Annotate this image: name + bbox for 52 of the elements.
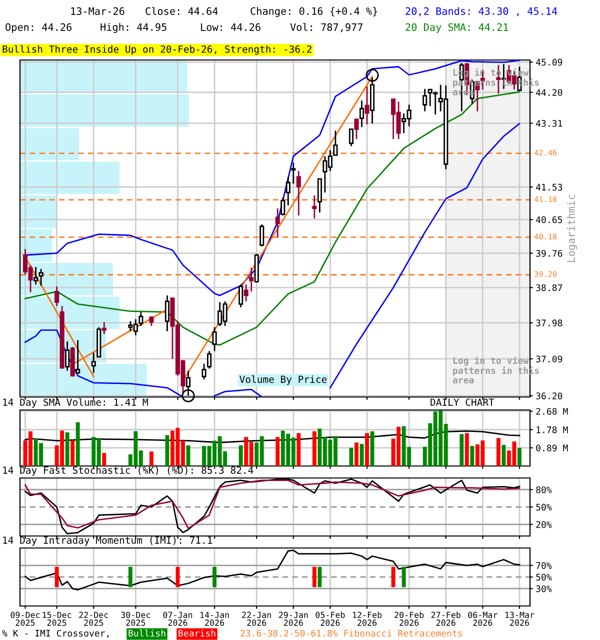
text: 20 Day SMA: 44.21 xyxy=(406,23,508,33)
y-axis-title: Logarithmic xyxy=(566,194,578,262)
text: Open: 44.26 xyxy=(6,23,72,33)
y-tick-label: 43.31 xyxy=(536,120,562,127)
x-tick-label: 15-Dec 2025 xyxy=(42,612,72,626)
x-tick-label: 14-Jan 2026 xyxy=(200,612,229,626)
y-tick-label: 1.78 M xyxy=(536,426,568,434)
text: High: 44.95 xyxy=(100,23,166,33)
y-tick-label: 45.09 xyxy=(536,58,562,66)
y-tick-label: 37.98 xyxy=(536,320,562,326)
y-tick-label: 38.87 xyxy=(536,284,562,292)
x-tick-label: 22-Dec 2025 xyxy=(79,612,108,626)
y-tick-label: 44.20 xyxy=(536,89,562,96)
y-tick-label: 50% xyxy=(536,504,552,511)
y-tick-label: 0.89 M xyxy=(536,444,568,452)
x-tick-label: 27-Feb 2026 xyxy=(431,612,460,626)
text: 13-Mar-26 xyxy=(71,7,124,15)
annotation: Volume By Price xyxy=(240,375,327,385)
x-tick-label: 30-Dec 2025 xyxy=(121,612,150,626)
y-tick-label: 41.53 xyxy=(536,184,562,191)
x-tick-label: 20-Feb 2026 xyxy=(394,612,424,626)
chart-title: 14 Day SMA Volume: 1.41 M xyxy=(3,398,148,408)
text: Vol: 787,977 xyxy=(290,23,362,32)
text: DAILY CHART xyxy=(430,398,494,406)
y-tick-label: 20% xyxy=(536,521,552,528)
y-tick-label: 50% xyxy=(536,574,552,581)
chart-title: 14 Day Intraday Momentum (IMI): 71.1 xyxy=(3,536,212,546)
x-tick-label: 07-Jan 2026 xyxy=(163,612,192,626)
chart-title: Bullish Three Inside Up on 20-Feb-26, Strength: -36.2 xyxy=(2,45,312,55)
x-tick-label: 12-Feb 2026 xyxy=(352,612,382,626)
x-tick-label: 29-Jan 2026 xyxy=(278,612,308,626)
text: Close: 44.64 xyxy=(146,7,218,15)
x-tick-label: 13-Mar 2026 xyxy=(505,612,534,626)
text: Bullish xyxy=(128,630,166,637)
x-tick-label: 09-Dec 2025 xyxy=(10,612,40,626)
text: 20,2 Bands: 43.30 , 45.14 xyxy=(406,7,558,16)
text: Change: 0.16 {+0.4 %} xyxy=(250,7,378,17)
text: Low: 44.26 xyxy=(201,23,260,31)
text: % K - IMI Crossover, xyxy=(2,630,109,638)
x-tick-label: 06-Mar 2026 xyxy=(468,612,498,626)
text: 23.6-38.2-50-61.8% Fibonacci Retracements xyxy=(240,630,462,637)
y-tick-label: 40.65 xyxy=(536,216,562,224)
y-tick-label: 36.20 xyxy=(536,392,562,400)
x-tick-label: 22-Jan 2026 xyxy=(242,612,271,626)
y-tick-label: 30% xyxy=(536,585,552,592)
y-tick-label: 80% xyxy=(536,486,552,494)
y-tick-label: 70% xyxy=(536,562,552,569)
text: Bearish xyxy=(178,630,216,637)
chart-title: 14 Day Fast Stochastic (%K) (%D): 85.3 82.4 xyxy=(3,466,254,476)
x-tick-label: 05-Feb 2026 xyxy=(316,612,345,626)
y-tick-label: 2.68 M xyxy=(536,408,568,415)
y-tick-label: 39.76 xyxy=(536,250,562,257)
